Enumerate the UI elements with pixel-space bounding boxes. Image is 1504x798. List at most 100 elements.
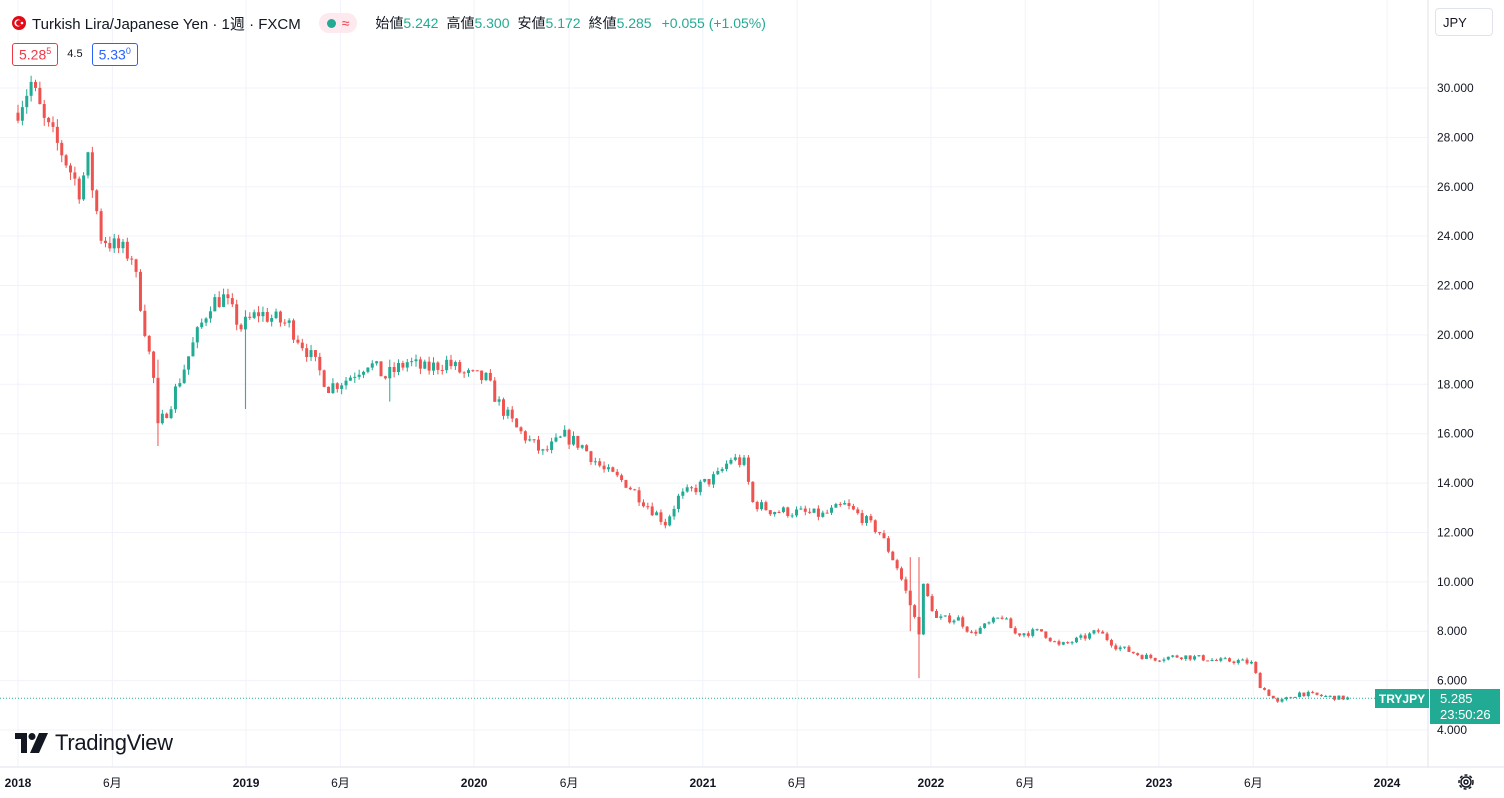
candle-body <box>812 508 816 513</box>
candle-body <box>1188 655 1192 660</box>
candle-body <box>488 372 492 381</box>
candle-body <box>1302 692 1306 696</box>
candle-body <box>685 487 689 492</box>
candle-body <box>1245 659 1249 664</box>
market-status[interactable]: ≈ <box>318 13 358 33</box>
candle-body <box>641 502 645 507</box>
buy-button[interactable]: 5.330 <box>91 43 138 66</box>
candle-body <box>777 512 781 514</box>
close-label: 終値 <box>588 15 617 31</box>
candle-body <box>370 363 374 368</box>
candle-body <box>773 512 777 515</box>
candle-body <box>230 298 234 305</box>
candle-body <box>926 583 930 597</box>
candle-body <box>265 312 269 322</box>
candle-body <box>1079 635 1083 638</box>
time-axis[interactable]: 2018 6月 2019 6月 2020 6月 2021 6月 2022 6月 2023 6月 2024 <box>5 776 1401 790</box>
candle-body <box>1123 646 1127 648</box>
candle-body <box>1088 633 1092 639</box>
sell-button[interactable]: 5.285 <box>12 43 59 66</box>
candle-body <box>95 190 99 212</box>
candle-body <box>1044 631 1048 638</box>
candle-body <box>362 371 366 375</box>
y-tick-label: 28.000 <box>1437 130 1474 144</box>
candle-body <box>1241 659 1245 661</box>
high-value: 5.300 <box>474 15 510 31</box>
candle-body <box>501 399 505 416</box>
candle-body <box>983 623 987 628</box>
candle-body <box>969 631 973 633</box>
candle-body <box>77 178 81 200</box>
candle-body <box>733 457 737 460</box>
price-axis[interactable]: 4.000 6.000 8.000 10.000 12.000 14.000 16.000 1… <box>1437 81 1474 737</box>
candle-body <box>60 142 64 156</box>
candle-body <box>51 122 55 127</box>
candle-body <box>786 507 790 516</box>
market-open-dot-icon <box>326 18 336 28</box>
candle-body <box>606 467 610 470</box>
candle-body <box>213 297 217 312</box>
candle-body <box>103 240 107 243</box>
low-value: 5.172 <box>545 15 581 31</box>
candle-body <box>25 95 29 108</box>
candle-body <box>147 335 151 352</box>
candle-body <box>869 516 873 521</box>
tradingview-logo[interactable]: TradingView <box>15 730 173 756</box>
candle-body <box>200 322 204 328</box>
candle-body <box>357 374 361 377</box>
candle-body <box>698 481 702 493</box>
candle-body <box>1035 629 1039 631</box>
candle-body <box>847 503 851 507</box>
candle-body <box>274 311 278 319</box>
last-price-tag: TRYJPY 5.285 23:50:26 <box>1375 689 1500 724</box>
candle-body <box>20 107 24 121</box>
candle-body <box>711 474 715 485</box>
x-tick-label: 6月 <box>103 776 122 790</box>
brand-name: TradingView <box>55 730 173 755</box>
candle-body <box>261 312 265 317</box>
symbol-title[interactable]: Turkish Lira/Japanese Yen · 1週 · FXCM <box>32 15 301 33</box>
candle-body <box>1105 633 1109 641</box>
candle-body <box>108 242 112 249</box>
candle-body <box>99 211 103 241</box>
candle-body <box>1053 641 1057 643</box>
candle-body <box>191 342 195 357</box>
candle-body <box>611 467 615 472</box>
candle-body <box>47 117 51 123</box>
candle-body <box>519 427 523 432</box>
candle-body <box>397 363 401 373</box>
sell-price-pip: 5 <box>46 46 52 56</box>
candle-body <box>1197 655 1201 657</box>
candle-body <box>156 377 160 424</box>
candle-body <box>834 504 838 508</box>
candle-body <box>650 506 654 516</box>
currency-button[interactable]: JPY <box>1435 8 1493 36</box>
candle-body <box>270 318 274 322</box>
y-tick-label: 16.000 <box>1437 427 1474 441</box>
candle-body <box>204 318 208 323</box>
candle-body <box>558 436 562 438</box>
candle-body <box>838 504 842 506</box>
candle-body <box>615 471 619 476</box>
candle-body <box>567 429 571 445</box>
candle-body <box>545 449 549 451</box>
candle-body <box>1219 658 1223 661</box>
candle-body <box>1284 697 1288 700</box>
candle-body <box>795 509 799 516</box>
candle-body <box>112 238 116 249</box>
candle-body <box>1127 646 1131 652</box>
candle-body <box>589 451 593 463</box>
candle-body <box>1162 659 1166 661</box>
candle-body <box>64 155 68 166</box>
candle-body <box>173 386 177 410</box>
candle-body <box>414 359 418 362</box>
x-tick-label: 6月 <box>1244 776 1263 790</box>
settings-gear-icon[interactable] <box>1456 772 1476 792</box>
candle-body <box>659 512 663 522</box>
candle-body <box>904 579 908 591</box>
candle-body <box>952 620 956 623</box>
candle-body <box>1092 630 1096 634</box>
open-value: 5.242 <box>403 15 439 31</box>
y-tick-label: 18.000 <box>1437 377 1474 391</box>
